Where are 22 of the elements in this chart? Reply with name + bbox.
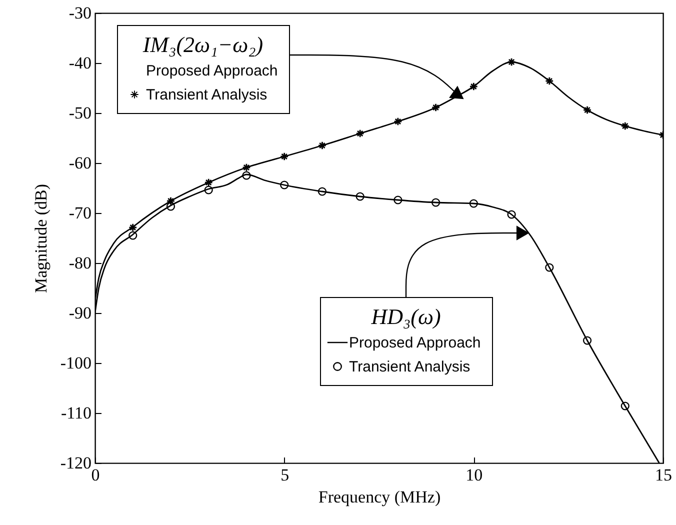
annotation: HD₃(ω) bbox=[370, 304, 441, 329]
y-tick-label: -50 bbox=[68, 104, 92, 122]
legend-label: Transient Analysis bbox=[349, 358, 470, 376]
x-axis-title: Frequency (MHz) bbox=[318, 488, 441, 506]
text: Proposed Approach bbox=[146, 62, 278, 80]
legend-label: Proposed Approach bbox=[349, 334, 481, 352]
y-tick-label: -120 bbox=[60, 454, 92, 472]
y-tick-label: -110 bbox=[60, 404, 92, 422]
y-tick-label: -80 bbox=[68, 254, 92, 272]
y-tick-label: -30 bbox=[68, 4, 92, 22]
legend-label: Transient Analysis bbox=[146, 86, 268, 104]
y-axis-title: Magnitude (dB) bbox=[31, 184, 50, 294]
x-tick-label: 15 bbox=[655, 466, 672, 484]
x-tick-label: 10 bbox=[466, 466, 483, 484]
x-tick-label: 5 bbox=[280, 466, 290, 484]
y-tick-label: -90 bbox=[68, 304, 92, 322]
annotation: IM₃(2ω₁−ω₂) bbox=[142, 32, 264, 57]
y-tick-label: -40 bbox=[68, 54, 92, 72]
x-tick-label: 0 bbox=[91, 466, 100, 484]
y-tick-label: -100 bbox=[60, 354, 92, 372]
y-tick-label: -60 bbox=[68, 154, 92, 172]
y-tick-label: -70 bbox=[68, 204, 92, 222]
